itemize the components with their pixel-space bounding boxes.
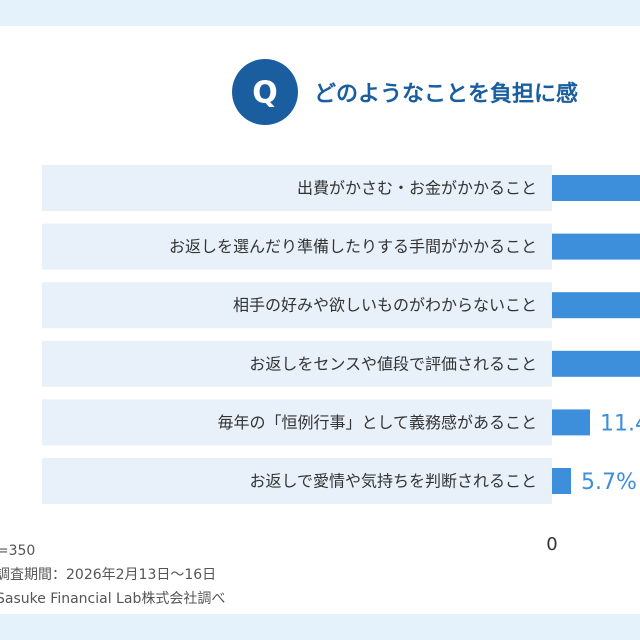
category-box	[42, 282, 552, 329]
bar	[552, 350, 640, 377]
category-box	[42, 458, 552, 504]
category-box	[42, 399, 552, 446]
category-label: 出費がかさむ・お金がかかること	[297, 179, 537, 198]
bar	[552, 409, 590, 436]
category-label: お返しをセンスや値段で評価されること	[249, 354, 537, 373]
category-box	[42, 165, 552, 211]
category-label: 相手の好みや欲しいものがわからないこと	[233, 296, 537, 315]
footnote: 調査期間：2026年2月13日～16日	[0, 567, 216, 583]
bar	[552, 292, 640, 319]
value-label: 5.7%	[581, 470, 637, 495]
q-letter: Q	[252, 76, 278, 111]
bar	[552, 468, 571, 494]
chart-title: どのようなことを負担に感	[314, 81, 578, 107]
bar	[552, 175, 640, 201]
category-box	[42, 340, 552, 387]
category-label: お返しで愛情や気持ちを判断されること	[249, 472, 537, 491]
category-box	[42, 223, 552, 270]
category-label: 毎年の「恒例行事」として義務感があること	[217, 413, 537, 432]
x-tick-label: 0	[546, 534, 557, 555]
category-label: お返しを選んだり準備したりする手間がかかること	[169, 237, 537, 256]
footnote: n=350	[0, 543, 35, 559]
q-badge	[232, 59, 298, 125]
bar	[552, 233, 640, 260]
footnote: Sasuke Financial Lab株式会社調べ	[0, 591, 225, 607]
value-label: 11.4%	[600, 411, 640, 436]
